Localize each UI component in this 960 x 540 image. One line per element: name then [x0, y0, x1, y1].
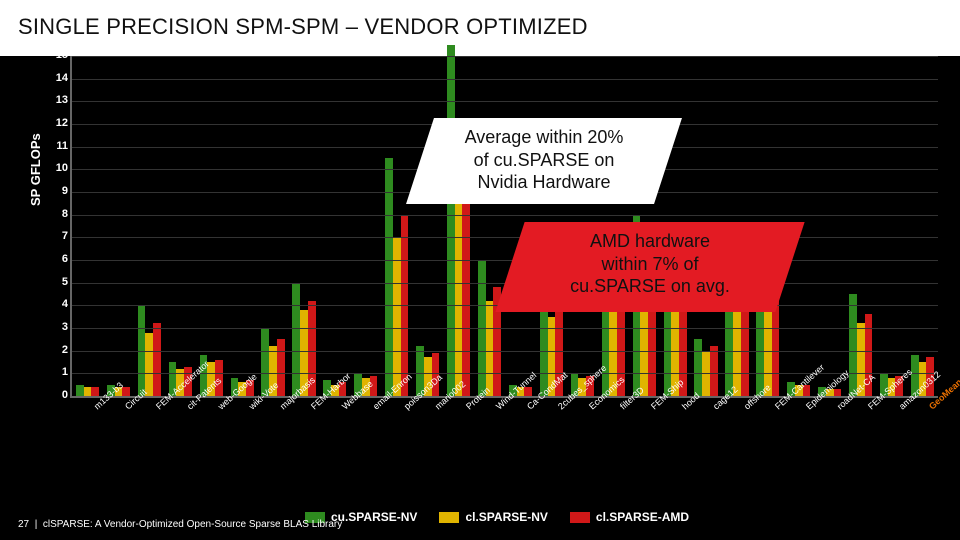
y-tick: 13: [46, 94, 68, 106]
bar: [834, 389, 842, 396]
y-tick: 1: [46, 366, 68, 378]
y-tick: 10: [46, 162, 68, 174]
bar: [741, 301, 749, 396]
callout: Average within 20%of cu.SPARSE onNvidia …: [420, 118, 668, 204]
legend-label: cl.SPARSE-AMD: [596, 510, 689, 524]
x-tick-label: Protein: [464, 404, 471, 411]
gridline: [72, 215, 938, 216]
x-tick-label: hood: [680, 404, 687, 411]
footer-sep: |: [35, 519, 38, 530]
x-tick-label: Ca-CondMat: [525, 404, 532, 411]
x-tick-label: Circuit: [123, 404, 130, 411]
x-tick-label: wiki-Vote: [247, 404, 254, 411]
gridline: [72, 101, 938, 102]
footer-text: clSPARSE: A Vendor-Optimized Open-Source…: [43, 519, 342, 530]
y-tick: 7: [46, 230, 68, 242]
gridline: [72, 79, 938, 80]
callout-text: Average within 20%of cu.SPARSE onNvidia …: [420, 126, 668, 194]
callout: AMD hardwarewithin 7% ofcu.SPARSE on avg…: [510, 222, 790, 312]
plot-area: 0123456789101112131415: [70, 56, 938, 398]
x-tick-label: web-Google: [216, 404, 223, 411]
x-tick-label: Wind-Tunnel: [494, 404, 501, 411]
bar: [393, 237, 401, 396]
gridline: [72, 328, 938, 329]
bar: [76, 385, 84, 396]
legend-label: cl.SPARSE-NV: [465, 510, 547, 524]
y-tick: 12: [46, 117, 68, 129]
bar: [91, 387, 99, 396]
x-tick-label: 2cubes_sphere: [556, 404, 563, 411]
x-tick-label: cage12: [711, 404, 718, 411]
bar: [710, 346, 718, 396]
bar: [153, 323, 161, 396]
gridline: [72, 56, 938, 57]
amd-logo-text: AMD: [864, 30, 914, 55]
bar: [447, 45, 455, 396]
x-tick-label: GeoMean: [927, 404, 934, 411]
x-tick-label: m133-b3: [92, 404, 99, 411]
x-tick-label: FEM-Accelerator: [154, 404, 161, 411]
y-tick: 15: [46, 49, 68, 61]
page-number: 27: [18, 519, 29, 530]
callout-text: AMD hardwarewithin 7% ofcu.SPARSE on avg…: [510, 230, 790, 298]
gridline: [72, 351, 938, 352]
bar: [694, 339, 702, 396]
gridline: [72, 260, 938, 261]
bar: [84, 387, 92, 396]
x-tick-label: FEM-Harbor: [309, 404, 316, 411]
footer: 27 | clSPARSE: A Vendor-Optimized Open-S…: [18, 519, 342, 530]
legend-swatch: [439, 512, 459, 523]
legend-label: cu.SPARSE-NV: [331, 510, 417, 524]
x-tick-label: Webbase: [340, 404, 347, 411]
x-tick-label: poisson3Da: [402, 404, 409, 411]
x-tick-label: FEM-Ship: [649, 404, 656, 411]
bar: [292, 283, 300, 396]
y-axis-label: SP GFLOPs: [28, 133, 43, 206]
bar: [385, 158, 393, 396]
bar: [849, 294, 857, 396]
y-tick: 6: [46, 253, 68, 265]
x-tick-label: roadNet-CA: [835, 404, 842, 411]
bar: [145, 333, 153, 396]
slide-title: SINGLE PRECISION SPM-SPM – VENDOR OPTIMI…: [18, 14, 588, 40]
gridline: [72, 237, 938, 238]
bars-layer: [72, 56, 938, 396]
amd-logo-mark: [918, 29, 938, 55]
x-tick-label: FEM-Spheres: [866, 404, 873, 411]
x-tick-label: majorbasis: [278, 404, 285, 411]
y-tick: 14: [46, 72, 68, 84]
bar: [733, 310, 741, 396]
legend-swatch: [570, 512, 590, 523]
y-tick: 5: [46, 276, 68, 288]
bar-chart: SP GFLOPs 0123456789101112131415 m133-b3…: [36, 56, 936, 460]
y-tick: 4: [46, 298, 68, 310]
y-tick: 9: [46, 185, 68, 197]
y-tick: 0: [46, 389, 68, 401]
x-tick-label: Epidemiology: [804, 404, 811, 411]
x-tick-label: mario002: [433, 404, 440, 411]
x-tick-label: Economics: [587, 404, 594, 411]
y-tick: 11: [46, 140, 68, 152]
amd-logo: AMD: [864, 30, 938, 56]
x-tick-label: offshore: [742, 404, 749, 411]
y-tick: 3: [46, 321, 68, 333]
bar: [486, 301, 494, 396]
x-tick-label: FEM-Cantilever: [773, 404, 780, 411]
x-tick-label: filter3D: [618, 404, 625, 411]
x-tick-label: cit-Patents: [185, 404, 192, 411]
y-tick: 2: [46, 344, 68, 356]
x-tick-label: email-Enron: [371, 404, 378, 411]
y-tick: 8: [46, 208, 68, 220]
x-tick-label: amazon0312: [897, 404, 904, 411]
